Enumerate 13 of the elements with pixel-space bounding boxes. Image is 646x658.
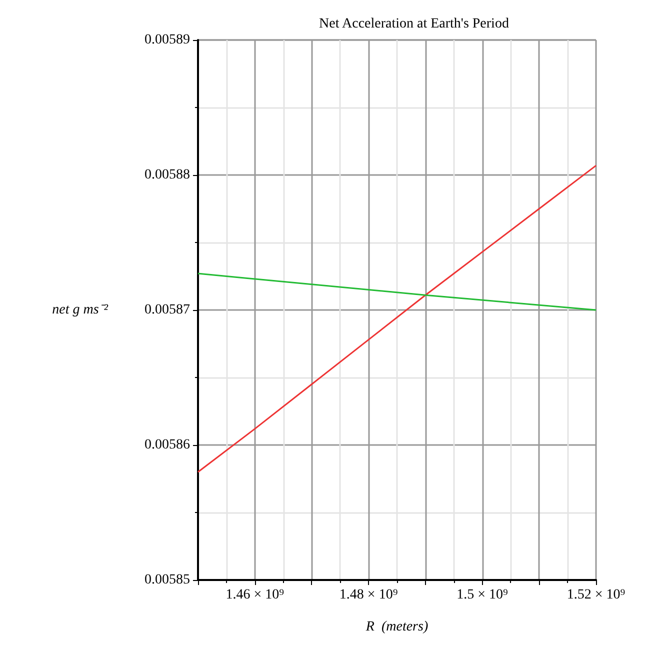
y-tick-label: 0.00587	[144, 302, 190, 318]
line-series	[197, 164, 597, 473]
x-tick-label: 1.48 × 10⁹	[339, 588, 398, 602]
y-tick-label: 0.00589	[144, 32, 190, 48]
y-tick-label: 0.00586	[144, 438, 190, 452]
chart-title: Net Acceleration at Earth's Period	[319, 16, 509, 32]
y-tick-label: 0.00588	[144, 168, 190, 182]
x-tick-label: 1.5 × 10⁹	[456, 588, 508, 602]
y-tick-label: 0.00585	[144, 572, 190, 588]
x-tick-label: 1.52 × 10⁹	[566, 588, 626, 602]
x-tick-label: 1.46 × 10⁹	[226, 588, 284, 602]
y-axis-title: net g ms⁻²	[52, 302, 109, 318]
x-axis-title: R (meters)	[364, 620, 428, 634]
